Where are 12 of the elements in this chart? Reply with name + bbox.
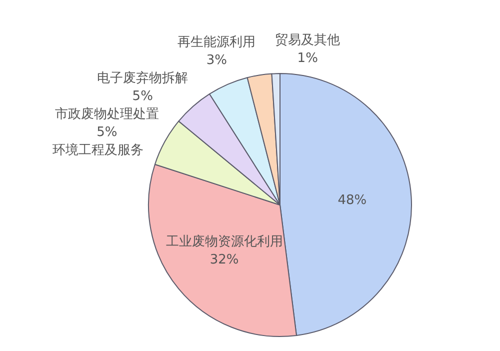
data-label: 48% <box>338 192 367 208</box>
data-label: 32% <box>210 252 239 268</box>
slice-label: 再生能源利用 <box>178 34 256 50</box>
data-label: 1% <box>297 50 318 66</box>
slice-label: 电子废弃物拆解 <box>97 70 188 86</box>
data-label: 5% <box>132 88 153 104</box>
data-label: 3% <box>206 52 227 68</box>
slice-label: 工业废物资源化利用 <box>166 234 283 250</box>
data-label: 5% <box>96 124 118 140</box>
slice-label: 贸易及其他 <box>275 32 340 48</box>
slice-label: 环境工程及服务 <box>52 142 144 158</box>
slice-label: 市政废物处理处置 <box>54 106 159 122</box>
